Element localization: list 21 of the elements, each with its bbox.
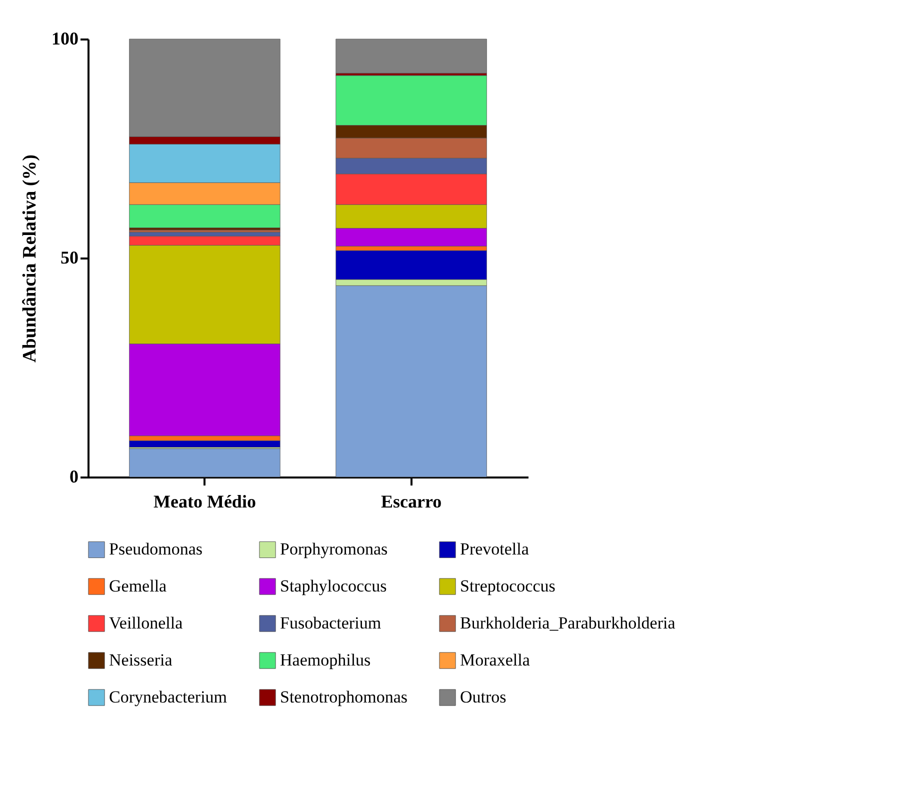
legend-label: Prevotella [460,540,530,559]
legend-label: Pseudomonas [109,540,202,559]
legend-label: Burkholderia_Paraburkholderia [460,614,676,632]
legend-label: Porphyromonas [280,540,388,559]
y-tick-label: 100 [52,28,78,48]
legend-label: Fusobacterium [280,614,382,632]
y-axis-title: Abundância Relativa (%) [20,154,40,362]
legend-label: Streptococcus [460,576,556,596]
x-tick-label: Escarro [380,492,442,512]
legend-label: Neisseria [109,650,173,670]
legend-label: Stenotrophomonas [280,688,408,706]
legend-label: Veillonella [109,614,184,632]
x-tick-label: Meato Médio [153,492,256,512]
y-tick-label: 0 [70,466,78,486]
legend-label: Staphylococcus [280,576,387,596]
legend-label: Corynebacterium [109,688,228,706]
y-tick-label: 50 [60,248,78,268]
legend-label: Haemophilus [280,650,371,670]
legend-label: Gemella [109,576,168,596]
legend-label: Moraxella [460,650,530,670]
legend-label: Outros [460,688,506,706]
